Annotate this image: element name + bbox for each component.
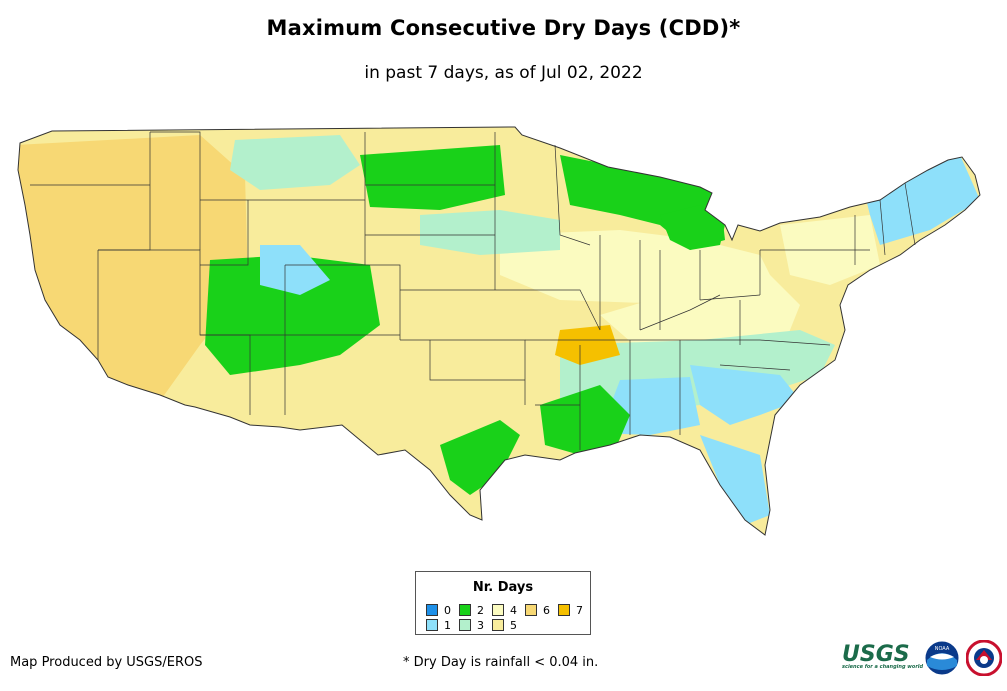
- legend-swatch: [426, 604, 438, 616]
- legend-item-3: 3: [459, 619, 484, 632]
- legend-swatch: [558, 604, 570, 616]
- legend-item-2: 2: [459, 604, 484, 617]
- legend-swatch: [459, 619, 471, 631]
- usgs-tagline: science for a changing world: [842, 664, 924, 670]
- dry-day-footnote: * Dry Day is rainfall < 0.04 in.: [403, 655, 599, 670]
- legend-item-0: 0: [426, 604, 451, 617]
- legend-item-6: 6: [525, 604, 550, 617]
- noaa-logo-text: NOAA: [935, 646, 950, 652]
- legend-item-1: 1: [426, 619, 451, 632]
- noaa-logo: NOAA: [924, 640, 960, 676]
- legend-swatch: [459, 604, 471, 616]
- legend-title: Nr. Days: [472, 580, 534, 595]
- legend-swatch: [426, 619, 438, 631]
- legend-swatch: [492, 619, 504, 631]
- usgs-logo: USGS science for a changing world: [842, 642, 924, 670]
- nws-logo: [966, 640, 1002, 676]
- legend-item-4: 4: [492, 604, 517, 617]
- legend-swatch: [525, 604, 537, 616]
- legend-swatch: [492, 604, 504, 616]
- map-title: Maximum Consecutive Dry Days (CDD)*: [266, 16, 741, 40]
- legend-item-5: 5: [492, 619, 517, 632]
- legend-item-7: 7: [558, 604, 583, 617]
- map-subtitle: in past 7 days, as of Jul 02, 2022: [364, 63, 643, 83]
- legend: Nr. Days 0 1 2 3 4 5 6 7: [415, 571, 591, 635]
- map-credit: Map Produced by USGS/EROS: [10, 655, 203, 670]
- cdd-map: [17, 126, 981, 536]
- agency-logos: USGS science for a changing world NOAA: [842, 638, 1007, 678]
